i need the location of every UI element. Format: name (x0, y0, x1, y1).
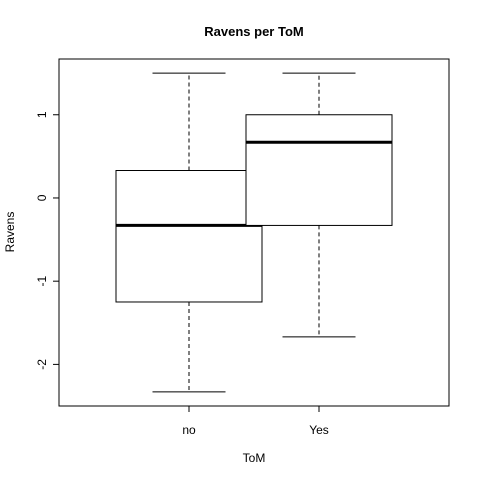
x-axis-label: ToM (243, 451, 266, 465)
y-tick-label: -2 (35, 359, 49, 370)
y-tick-label: 1 (35, 111, 49, 118)
box-yes (245, 72, 393, 338)
box-series (115, 72, 393, 393)
x-axis: no Yes (182, 405, 329, 437)
y-axis-label: Ravens (3, 212, 17, 253)
x-tick-label: Yes (309, 423, 329, 437)
box-no (115, 72, 263, 393)
chart-title: Ravens per ToM (204, 24, 303, 39)
y-tick-label: -1 (35, 276, 49, 287)
y-tick-label: 0 (35, 194, 49, 201)
interquartile-box (245, 114, 393, 226)
x-tick-label: no (182, 423, 196, 437)
interquartile-box (115, 170, 263, 303)
y-axis: -2 -1 0 1 (35, 111, 60, 370)
